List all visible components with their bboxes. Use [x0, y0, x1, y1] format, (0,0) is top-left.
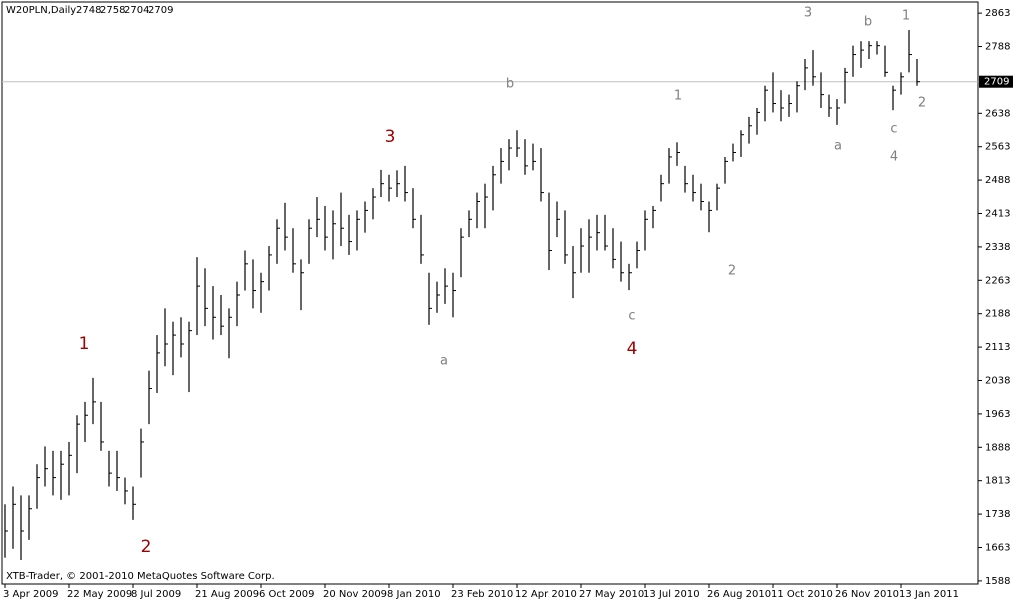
y-tick-label: 2413	[985, 209, 1010, 220]
wave-label: 2	[918, 96, 926, 111]
wave-label: 1	[902, 9, 910, 24]
x-tick-label: 26 Aug 2010	[707, 589, 771, 600]
y-tick-label: 2863	[985, 8, 1010, 19]
y-tick-label: 1738	[985, 509, 1010, 520]
last-open: 2748	[76, 5, 101, 16]
x-tick-label: 27 May 2010	[579, 589, 644, 600]
wave-label: 4	[627, 339, 638, 359]
x-tick-label: 20 Nov 2009	[323, 589, 387, 600]
wave-label: 1	[674, 89, 682, 104]
last-high: 2758	[100, 5, 125, 16]
wave-label: b	[506, 77, 514, 92]
wave-label: c	[890, 122, 897, 137]
y-tick-label: 2638	[985, 108, 1010, 119]
x-tick-label: 3 Apr 2009	[3, 589, 58, 600]
y-tick-label: 2338	[985, 242, 1010, 253]
last-close: 2709	[148, 5, 173, 16]
wave-label: 4	[890, 150, 898, 165]
price-marker	[979, 75, 1013, 88]
x-tick-label: 13 Jan 2011	[899, 589, 959, 600]
x-tick-label: 11 Oct 2010	[771, 589, 833, 600]
y-tick-label: 2488	[985, 175, 1010, 186]
y-tick-label: 1663	[985, 542, 1010, 553]
y-tick-label: 2788	[985, 42, 1010, 53]
x-tick-label: 22 May 2009	[67, 589, 132, 600]
wave-label: b	[864, 15, 872, 30]
price-marker-label: 2709	[984, 77, 1009, 88]
x-tick-label: 6 Oct 2009	[259, 589, 314, 600]
x-tick-label: 8 Jul 2009	[131, 589, 181, 600]
y-tick-label: 1963	[985, 409, 1010, 420]
wave-label: 1	[79, 334, 90, 354]
wave-label: 3	[385, 127, 396, 147]
y-tick-label: 1588	[985, 576, 1010, 587]
plot-frame	[1, 1, 979, 585]
y-tick-label: 2113	[985, 342, 1010, 353]
last-low: 2704	[124, 5, 149, 16]
wave-label: 2	[728, 264, 736, 279]
wave-label: 3	[804, 6, 812, 21]
y-tick-label: 2563	[985, 142, 1010, 153]
wave-label: 2	[141, 537, 152, 557]
y-tick-label: 1813	[985, 476, 1010, 487]
wave-label: a	[440, 354, 448, 369]
x-tick-label: 13 Jul 2010	[643, 589, 700, 600]
footer: XTB-Trader, © 2001-2010 MetaQuotes Softw…	[6, 571, 275, 582]
x-tick-label: 21 Aug 2009	[195, 589, 259, 600]
y-tick-label: 2188	[985, 309, 1010, 320]
wave-label: a	[834, 139, 842, 154]
x-tick-label: 23 Feb 2010	[451, 589, 513, 600]
wave-label: c	[628, 309, 635, 324]
x-tick-label: 26 Nov 2010	[835, 589, 899, 600]
y-tick-label: 2038	[985, 376, 1010, 387]
x-tick-label: 8 Jan 2010	[387, 589, 441, 600]
symbol: W20PLN,Daily	[6, 5, 76, 16]
x-tick-label: 12 Apr 2010	[515, 589, 577, 600]
y-tick-label: 2263	[985, 275, 1010, 286]
y-tick-label: 1888	[985, 442, 1010, 453]
